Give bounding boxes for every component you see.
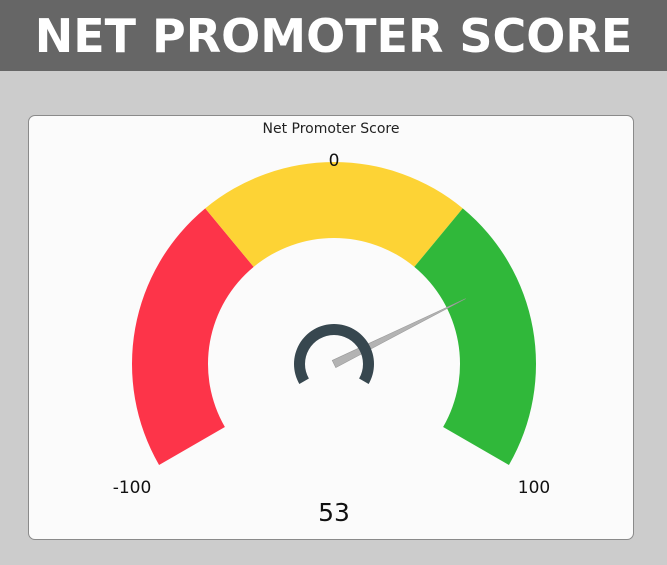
chart-title: Net Promoter Score: [262, 121, 400, 137]
tick-label-mid: 0: [329, 151, 340, 171]
value-label: 53: [318, 498, 350, 527]
gauge-band-red: [132, 208, 254, 465]
title-banner: NET PROMOTER SCORE: [0, 0, 667, 71]
gauge-chart: 0 -100 100 53: [113, 151, 551, 527]
gauge-band-yellow: [205, 162, 463, 267]
gauge-card: Net Promoter Score 0 -100 100 53: [28, 115, 634, 540]
tick-label-min: -100: [113, 478, 152, 498]
banner-title: NET PROMOTER SCORE: [34, 8, 633, 63]
gauge-hub: [294, 324, 374, 384]
gauge-band-green: [414, 208, 536, 465]
tick-label-max: 100: [518, 478, 550, 498]
